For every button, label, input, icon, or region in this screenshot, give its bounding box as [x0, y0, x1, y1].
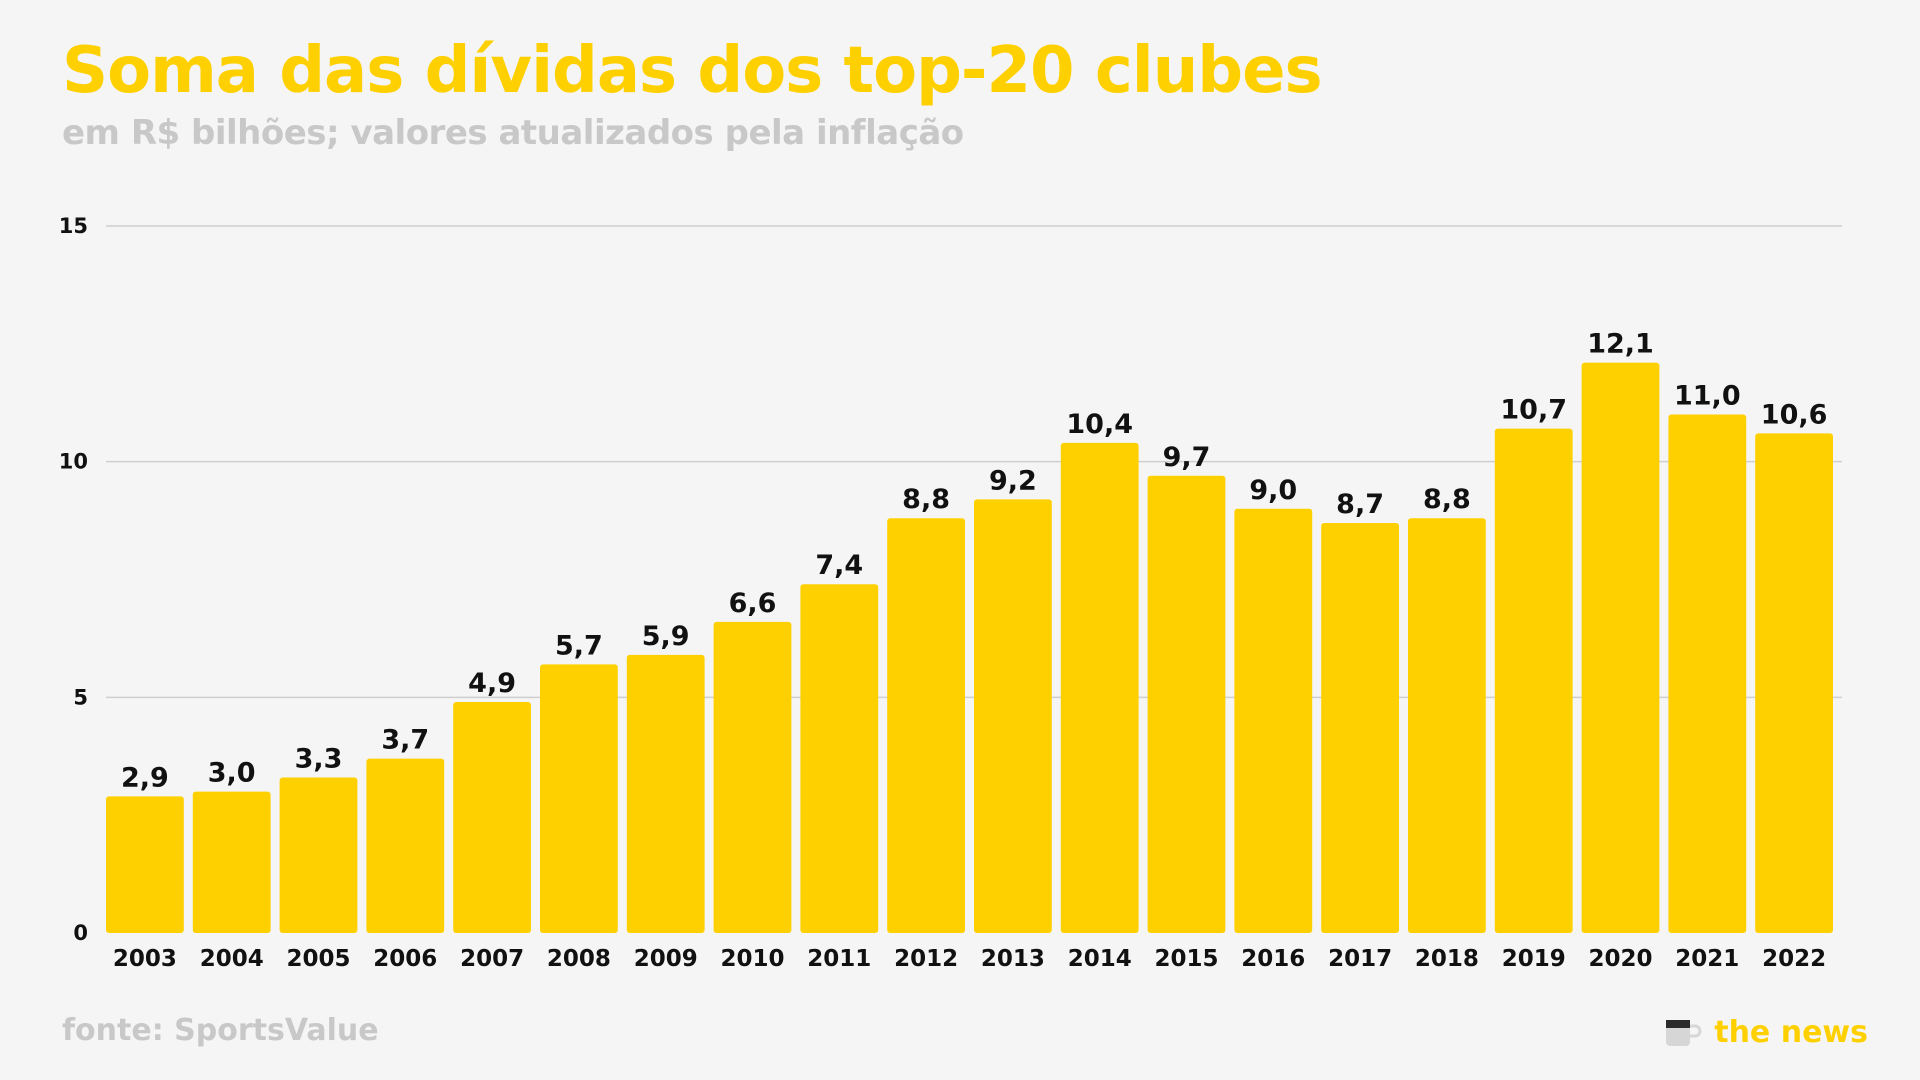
bar	[800, 584, 879, 933]
bar	[279, 777, 358, 933]
bar	[192, 791, 271, 933]
x-tick-label: 2010	[720, 946, 784, 972]
data-label: 5,7	[555, 630, 603, 661]
bar	[1494, 428, 1573, 933]
data-label: 8,8	[902, 484, 950, 515]
brand-name: the news	[1714, 1014, 1868, 1050]
bar	[1408, 518, 1486, 933]
data-label: 3,3	[295, 743, 343, 774]
x-tick-label: 2008	[547, 946, 611, 972]
x-tick-label: 2022	[1762, 946, 1826, 972]
y-tick-label: 0	[73, 921, 88, 945]
brand-logo: the news	[1662, 1010, 1868, 1054]
bar	[366, 758, 445, 933]
bar	[1581, 362, 1660, 934]
x-tick-label: 2015	[1154, 946, 1218, 972]
data-label: 10,6	[1761, 399, 1828, 430]
data-label: 12,1	[1587, 329, 1654, 360]
x-tick-label: 2014	[1068, 946, 1132, 972]
data-label: 11,0	[1674, 381, 1741, 412]
coffee-mug-icon	[1666, 1020, 1702, 1046]
x-tick-label: 2006	[373, 946, 437, 972]
data-label: 8,7	[1336, 489, 1384, 520]
bar	[540, 664, 618, 933]
bar	[1060, 442, 1139, 933]
x-tick-label: 2009	[634, 946, 698, 972]
data-label: 2,9	[121, 762, 169, 793]
x-tick-label: 2012	[894, 946, 958, 972]
data-label: 8,8	[1423, 484, 1471, 515]
data-label: 3,7	[381, 725, 429, 756]
bar	[887, 518, 965, 933]
x-tick-label: 2016	[1241, 946, 1305, 972]
bar	[1755, 433, 1833, 933]
x-tick-label: 2004	[200, 946, 264, 972]
bar	[1321, 522, 1399, 933]
x-tick-label: 2007	[460, 946, 524, 972]
data-label: 4,9	[468, 668, 516, 699]
bar	[1668, 414, 1747, 933]
data-label: 3,0	[208, 758, 256, 789]
data-label: 9,7	[1163, 442, 1211, 473]
bar	[713, 621, 792, 933]
bar	[974, 499, 1052, 933]
x-tick-label: 2003	[113, 946, 177, 972]
bar	[626, 654, 705, 933]
x-tick-label: 2018	[1415, 946, 1479, 972]
data-label: 10,4	[1066, 409, 1133, 440]
data-label: 9,0	[1249, 475, 1297, 506]
x-tick-label: 2005	[286, 946, 350, 972]
x-tick-label: 2019	[1502, 946, 1566, 972]
chart-subtitle: em R$ bilhões; valores atualizados pela …	[62, 113, 964, 153]
bar	[106, 796, 184, 933]
x-tick-label: 2017	[1328, 946, 1392, 972]
bar	[1234, 508, 1313, 933]
bar	[453, 702, 531, 933]
y-tick-label: 5	[73, 685, 88, 709]
source-note: fonte: SportsValue	[62, 1013, 379, 1048]
y-tick-label: 15	[59, 214, 88, 238]
x-tick-label: 2021	[1675, 946, 1739, 972]
x-tick-label: 2013	[981, 946, 1045, 972]
x-tick-label: 2011	[807, 946, 871, 972]
chart-title: Soma das dívidas dos top-20 clubes	[62, 34, 1323, 108]
y-tick-label: 10	[59, 450, 88, 474]
data-label: 10,7	[1500, 395, 1567, 426]
data-label: 9,2	[989, 465, 1037, 496]
x-tick-label: 2020	[1588, 946, 1652, 972]
data-label: 6,6	[729, 588, 777, 619]
data-label: 5,9	[642, 621, 690, 652]
data-label: 7,4	[815, 550, 863, 581]
bar	[1147, 475, 1226, 933]
